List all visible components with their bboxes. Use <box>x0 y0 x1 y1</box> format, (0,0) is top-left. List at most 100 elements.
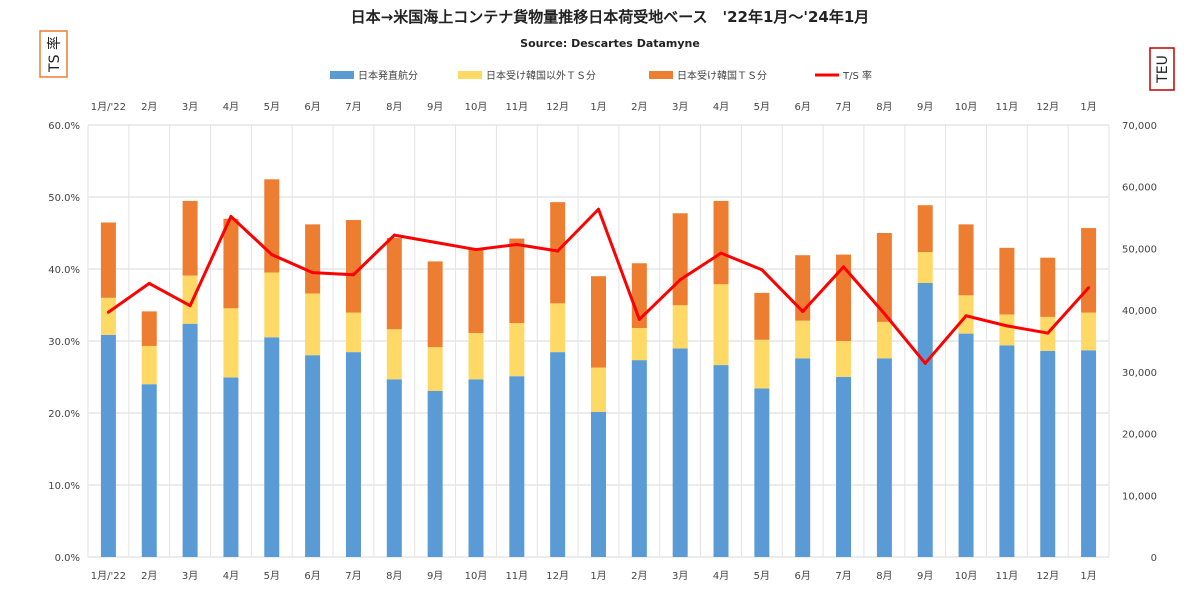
x-top-tick-label: 10月 <box>955 101 978 113</box>
bar-segment-1 <box>591 411 606 557</box>
x-bottom-tick-label: 6月 <box>795 570 811 582</box>
bar-segment-3 <box>305 224 321 294</box>
ts-rate-point <box>270 253 274 257</box>
x-bottom-tick-label: 10月 <box>955 570 978 582</box>
bar-segment-1 <box>264 337 280 557</box>
bar-segment-2 <box>795 320 811 359</box>
left-axis-title-box: TS 率 <box>39 30 68 78</box>
bar-segment-2 <box>305 293 321 356</box>
bar-segment-3 <box>468 248 484 333</box>
ts-rate-point <box>556 249 560 253</box>
ts-rate-point <box>106 310 110 314</box>
bar-segment-2 <box>876 321 892 359</box>
bar-segment-2 <box>509 323 525 377</box>
bar-segment-3 <box>1040 257 1056 317</box>
legend-swatch <box>649 71 673 79</box>
bar-segment-1 <box>386 379 402 557</box>
ts-rate-point <box>392 233 396 237</box>
x-top-tick-label: 8月 <box>386 101 402 113</box>
bar-segment-3 <box>509 238 525 324</box>
y-axis-right-ticks: 0 10,000 20,000 30,000 40,000 50,000 60,000 70,… <box>1122 121 1157 564</box>
bar-segment-3 <box>182 200 198 276</box>
bar-segment-3 <box>713 200 729 285</box>
ts-rate-line <box>106 207 1091 365</box>
bar-segment-2 <box>386 329 402 380</box>
bar-segment-1 <box>550 352 566 557</box>
bar-segment-2 <box>182 275 198 324</box>
x-top-tick-label: 3月 <box>182 101 198 113</box>
x-top-tick-label: 2月 <box>631 101 647 113</box>
bar-segment-3 <box>427 261 443 348</box>
bar-segment-1 <box>305 355 321 557</box>
bar-segment-2 <box>672 305 688 349</box>
bar-segment-2 <box>100 297 116 335</box>
chart-title: 日本→米国海上コンテナ貨物量推移日本荷受地ベース '22年1月～'24年1月 <box>351 8 870 26</box>
y-axis-left-ticks: 0.0% 10.0% 20.0% 30.0% 40.0% 50.0% 60.0% <box>48 121 80 564</box>
bar-segment-3 <box>672 213 688 306</box>
bar-segment-3 <box>550 202 566 304</box>
y-left-tick-label: 50.0% <box>48 193 80 204</box>
bar-segment-1 <box>836 376 852 557</box>
y-left-tick-label: 0.0% <box>55 553 80 564</box>
x-bottom-tick-label: 9月 <box>427 570 443 582</box>
y-right-tick-label: 20,000 <box>1122 430 1157 441</box>
ts-rate-point <box>311 271 315 275</box>
bar-segment-3 <box>345 220 361 313</box>
ts-rate-point <box>637 317 641 321</box>
bar-segment-2 <box>550 303 566 353</box>
y-axis-right-label: TEU <box>1155 55 1171 84</box>
bar-segment-2 <box>631 328 647 361</box>
bar-segment-1 <box>713 365 729 557</box>
x-axis-top-labels: 1月/'22 2月 3月 4月 5月 6月 7月 8月 9月 10月 11月 12月 1月 2月 3月 4月 5… <box>91 101 1097 113</box>
x-top-tick-label: 10月 <box>465 101 488 113</box>
ts-rate-point <box>1046 331 1050 335</box>
bar-segment-2 <box>713 284 729 366</box>
bar-segment-2 <box>223 308 239 378</box>
bar-segment-2 <box>754 339 770 389</box>
bars <box>100 179 1097 557</box>
bar-segment-1 <box>100 334 116 557</box>
bar-segment-2 <box>468 332 484 380</box>
x-top-tick-label: 12月 <box>1036 101 1059 113</box>
x-top-tick-label: 11月 <box>996 101 1019 113</box>
ts-rate-point <box>760 268 764 272</box>
y-left-tick-label: 60.0% <box>48 121 80 132</box>
x-bottom-tick-label: 2月 <box>631 570 647 582</box>
x-bottom-tick-label: 10月 <box>465 570 488 582</box>
ts-rate-point <box>433 240 437 244</box>
ts-rate-point <box>515 243 519 247</box>
bar-segment-1 <box>631 360 647 557</box>
x-top-tick-label: 2月 <box>141 101 157 113</box>
y-right-tick-label: 60,000 <box>1122 183 1157 194</box>
x-bottom-tick-label: 4月 <box>713 570 729 582</box>
x-top-tick-label: 3月 <box>672 101 688 113</box>
ts-rate-point <box>678 278 682 282</box>
bar-segment-1 <box>509 376 525 557</box>
bar-segment-1 <box>876 358 892 557</box>
y-axis-left-label: TS 率 <box>46 36 63 73</box>
bar-segment-3 <box>1081 228 1097 313</box>
ts-rate-point <box>882 312 886 316</box>
x-top-tick-label: 9月 <box>427 101 443 113</box>
y-right-tick-label: 70,000 <box>1122 121 1157 132</box>
ts-rate-point <box>964 314 968 318</box>
x-top-tick-label: 7月 <box>835 101 851 113</box>
bar-segment-3 <box>876 233 892 322</box>
legend-swatch <box>330 71 354 79</box>
bar-segment-3 <box>836 254 852 341</box>
x-top-tick-label: 6月 <box>795 101 811 113</box>
x-top-tick-label: 5月 <box>264 101 280 113</box>
bar-segment-1 <box>917 282 933 557</box>
bar-segment-1 <box>427 390 443 557</box>
bar-segment-2 <box>999 314 1015 346</box>
x-bottom-tick-label: 11月 <box>505 570 528 582</box>
legend-swatch <box>458 71 482 79</box>
x-top-tick-label: 1月/'22 <box>91 101 126 113</box>
ts-rate-point <box>597 207 600 211</box>
x-top-tick-label: 1月 <box>590 101 606 113</box>
x-bottom-tick-label: 9月 <box>917 570 933 582</box>
x-top-tick-label: 7月 <box>345 101 361 113</box>
ts-rate-point <box>842 265 846 269</box>
ts-rate-point <box>801 309 805 313</box>
